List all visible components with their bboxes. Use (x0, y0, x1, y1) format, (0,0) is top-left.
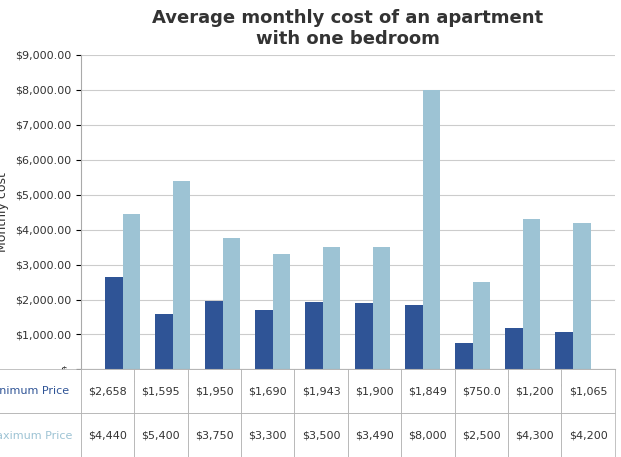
Bar (122, 214, 140, 369)
Bar (323, 247, 340, 369)
Bar (573, 223, 591, 369)
Bar (473, 282, 491, 369)
Y-axis label: Monthly cost: Monthly cost (0, 172, 9, 252)
Bar (223, 239, 240, 369)
Title: Average monthly cost of an apartment
with one bedroom: Average monthly cost of an apartment wit… (152, 9, 543, 48)
Bar (155, 314, 173, 369)
Bar (373, 247, 391, 369)
Bar (255, 310, 273, 369)
Bar (406, 305, 423, 369)
Bar (205, 301, 223, 369)
Bar (455, 343, 473, 369)
Bar (523, 219, 540, 369)
Bar (355, 303, 373, 369)
Bar (273, 254, 290, 369)
Bar (173, 181, 190, 369)
Bar (423, 90, 440, 369)
Bar (305, 302, 323, 369)
Bar (555, 332, 573, 369)
Bar (105, 276, 122, 369)
Bar (505, 328, 523, 369)
